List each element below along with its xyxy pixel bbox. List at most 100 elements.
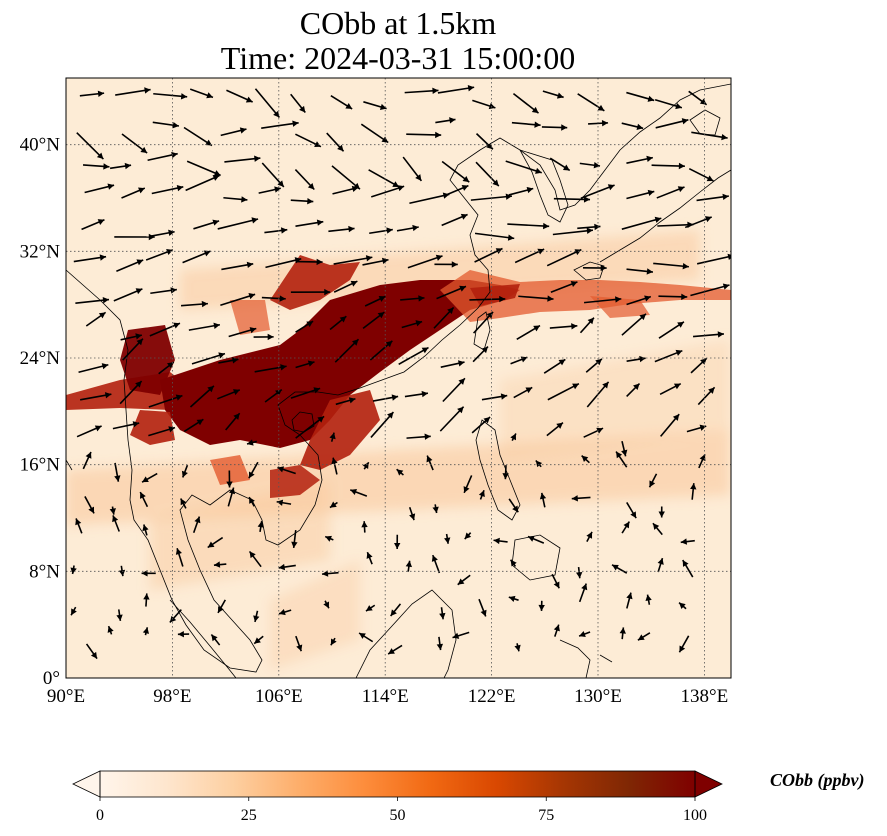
coastline-japan [573,169,731,281]
wind-vector [84,496,95,514]
wind-vector [226,89,253,103]
co-plume-layer [66,255,731,498]
colorbar: 0 25 50 75 100 CObb (ppbv) [72,770,864,824]
wind-vector [435,117,456,124]
wind-vector [143,593,150,607]
wind-vector [112,515,120,532]
wind-vector [441,213,468,227]
wind-vector [475,161,500,187]
wind-vector [577,223,601,231]
wind-vector [696,253,731,265]
latitude-tick-label: 0° [43,668,60,689]
map-frame [65,77,732,679]
coastline-sulawesi [559,639,613,678]
wind-vector [508,498,519,513]
wind-vector [323,600,330,609]
wind-vector [408,506,416,521]
wind-vector [76,132,104,160]
wind-vector [463,475,473,494]
wind-vector [368,169,400,188]
co-plume-region [210,455,250,485]
colorbar-extend-max [694,770,723,798]
wind-vector [510,433,517,442]
co-haze-region [66,430,730,525]
wind-vector [85,643,98,660]
wind-vector [538,600,545,611]
wind-vector [511,121,541,128]
wind-vector [550,281,578,293]
colorbar-label: CObb (ppbv) [770,770,864,791]
wind-vector [626,355,646,363]
co-haze-region [500,340,730,460]
wind-vector [398,346,429,366]
wind-vector [264,227,288,234]
wind-vector [508,186,534,196]
wind-vector [152,121,180,129]
wind-vector [543,358,566,374]
wind-vector [109,506,116,515]
wind-vector [217,389,241,400]
wind-vector [362,311,385,329]
wind-vector [121,133,148,154]
wind-vector [457,574,471,586]
wind-vector [577,93,605,112]
wind-vector [583,296,622,304]
wind-vector [217,217,259,230]
wind-vector [329,315,347,331]
wind-vector [444,533,451,544]
wind-vector [684,216,712,229]
colorbar-ticks: 0 25 50 75 100 [96,797,707,824]
wind-vector [290,93,306,114]
wind-vector [175,547,184,567]
colorbar-body [100,771,695,797]
wind-vector [439,406,465,432]
wind-vector [549,157,571,172]
co-haze-region [150,480,330,590]
wind-vector [181,464,189,478]
wind-vector [113,288,143,302]
wind-vector [688,167,714,182]
wind-vector [621,122,644,131]
wind-vector [571,495,591,502]
wind-vector [575,566,583,579]
wind-vector [469,295,506,303]
wind-vector [433,306,455,329]
wind-vector [290,198,314,205]
co-plume-region [270,255,360,310]
wind-vector [73,254,107,263]
wind-vector [585,358,603,373]
wind-vector [527,535,545,544]
wind-vector [549,323,578,330]
map-title-line-1: CObb at 1.5km [299,5,497,41]
wind-vector [437,85,475,94]
wind-vector [582,264,607,272]
wind-vector [518,295,554,302]
wind-vector [82,163,110,170]
wind-vector [508,595,519,602]
colorbar-extend-min [72,770,101,798]
wind-vector [221,261,254,271]
wind-vector [248,550,262,568]
wind-vector [626,382,641,398]
co-plume-region [130,410,175,445]
colorbar-tick-label: 0 [96,807,104,824]
wind-vector [148,394,183,408]
wind-vector [402,156,423,182]
wind-vector [659,382,682,396]
wind-vector [228,327,257,338]
wind-vector [472,311,494,334]
wind-vector [652,522,663,536]
wind-vector [329,501,338,509]
wind-vector [621,440,628,457]
wind-vector [183,126,213,147]
co-plume-region [120,325,175,395]
wind-vector [653,262,689,270]
longitude-ticks: 90°E 98°E 106°E 114°E 122°E 130°E 138°E [47,686,728,707]
wind-vector [253,635,264,645]
wind-vector [551,573,560,589]
wind-vector [443,184,469,197]
wind-vector [542,90,564,99]
wind-vector [295,415,325,439]
co-plume-region [270,465,320,498]
wind-vector [261,120,299,129]
